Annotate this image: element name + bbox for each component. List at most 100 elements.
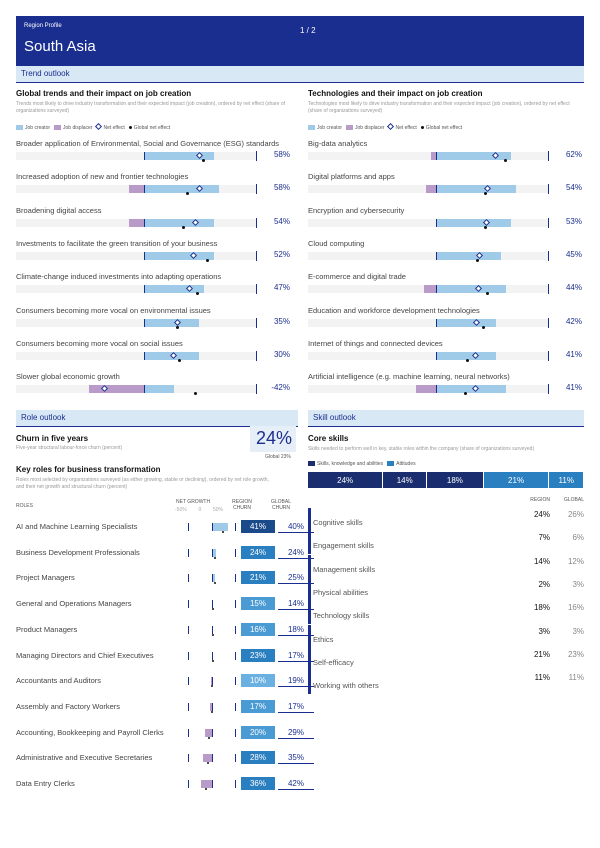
trend-row: Broadening digital access 54% xyxy=(16,206,290,236)
end-tick xyxy=(548,151,549,161)
trend-track xyxy=(16,385,256,396)
growth-mini-chart xyxy=(188,780,236,790)
zero-tick xyxy=(436,218,437,227)
growth-mini-chart xyxy=(188,728,236,739)
skill-global-value: 23% xyxy=(567,649,584,659)
legend-creator: Job creator xyxy=(317,124,343,131)
trend-track xyxy=(16,251,256,262)
trend-label: Climate-change induced investments into … xyxy=(16,272,222,282)
axis-tick xyxy=(188,780,189,788)
trends-description: Trends most likely to drive industry tra… xyxy=(16,101,286,114)
churn-box xyxy=(250,426,296,452)
global-net-marker xyxy=(176,325,179,329)
skill-region-value: 24% xyxy=(533,510,550,519)
axis-tick xyxy=(235,651,236,660)
legend-attitudes: Attitudes xyxy=(396,461,416,467)
trends-legend: Job creator Job displacer Net effect Glo… xyxy=(16,122,170,131)
zero-tick xyxy=(144,285,145,294)
trend-label: Encryption and cybersecurity xyxy=(308,205,405,215)
role-name: Assembly and Factory Workers xyxy=(16,701,121,711)
skill-edge xyxy=(308,647,311,671)
global-growth-marker xyxy=(214,556,217,559)
region-churn: 15% xyxy=(241,597,275,611)
axis-tick xyxy=(188,651,189,660)
trend-track xyxy=(16,285,256,296)
trend-label: Consumers becoming more vocal on social … xyxy=(16,338,183,348)
end-tick xyxy=(548,217,549,228)
creator-bar xyxy=(436,185,516,194)
skill-global-value: 16% xyxy=(567,603,584,613)
col-roles: ROLES xyxy=(16,503,33,509)
skill-edge xyxy=(308,508,311,531)
growth-bar xyxy=(200,780,212,788)
global-net-marker xyxy=(504,159,507,162)
core-skills-description: Skills needed to perform well in key, st… xyxy=(308,446,535,452)
zero-tick xyxy=(212,651,213,660)
technologies-legend: Job creator Job displacer Net effect Glo… xyxy=(308,122,462,131)
trend-value: 45% xyxy=(565,249,582,259)
legend-skills: Skills, knowledge and abilities xyxy=(317,461,384,467)
role-outlook-label: Role outlook xyxy=(21,413,66,422)
region-churn: 20% xyxy=(241,725,275,739)
global-growth-marker xyxy=(211,685,214,688)
churn-description: Five-year structural labour-force churn … xyxy=(16,445,123,451)
skill-name: Self-efficacy xyxy=(313,657,354,667)
trend-row: Consumers becoming more vocal on environ… xyxy=(16,306,290,336)
growth-mini-chart xyxy=(188,574,236,585)
role-row: Assembly and Factory Workers 17% 17% xyxy=(16,698,314,720)
axis-tick xyxy=(235,574,236,583)
growth-mini-chart xyxy=(188,625,236,636)
role-row: Administrative and Executive Secretaries… xyxy=(16,749,314,771)
trend-row: Slower global economic growth -42% xyxy=(16,372,290,402)
zero-tick xyxy=(144,318,145,327)
page-indicator[interactable]: 1 / 2 xyxy=(300,26,316,35)
region-churn: 23% xyxy=(241,648,275,662)
trend-track xyxy=(308,251,548,262)
axis-max: 50% xyxy=(212,507,223,513)
end-tick xyxy=(548,250,549,261)
role-row: Business Development Professionals 24% 24% xyxy=(16,544,314,566)
zero-tick xyxy=(436,385,437,394)
displacer-bar xyxy=(129,218,144,227)
skill-region-value: 11% xyxy=(534,673,550,683)
legend-creator: Job creator xyxy=(25,124,51,131)
global-net-marker xyxy=(196,292,199,296)
global-net-marker xyxy=(476,258,479,262)
trend-row: Increased adoption of new and frontier t… xyxy=(16,172,290,202)
legend-displacer: Job displacer xyxy=(355,124,385,131)
skill-edge xyxy=(308,577,311,601)
axis-tick xyxy=(188,625,189,634)
trend-track xyxy=(308,218,548,229)
creator-bar xyxy=(144,152,214,160)
global-churn: 35% xyxy=(278,751,314,765)
role-name: Administrative and Executive Secretaries xyxy=(16,753,153,763)
growth-mini-chart xyxy=(188,651,236,662)
trend-label: Digital platforms and apps xyxy=(308,172,395,182)
trend-track xyxy=(308,385,548,396)
end-tick xyxy=(256,350,257,361)
trend-value: 35% xyxy=(273,316,290,326)
end-tick xyxy=(256,384,257,395)
skill-region-value: 14% xyxy=(533,556,550,566)
skills-share-bar: 24% 14% 18% 21% 11% xyxy=(308,472,584,488)
zero-tick xyxy=(436,251,437,260)
technologies-title: Technologies and their impact on job cre… xyxy=(308,89,483,98)
trend-value: 62% xyxy=(565,150,582,159)
global-growth-marker xyxy=(212,633,215,636)
axis-tick xyxy=(235,548,236,557)
global-churn: 42% xyxy=(278,777,314,790)
global-growth-marker xyxy=(212,659,215,662)
zero-tick xyxy=(436,351,437,360)
trend-value: 58% xyxy=(273,150,290,159)
skill-global-value: 6% xyxy=(572,533,584,543)
growth-bar xyxy=(203,754,212,763)
trend-value: 53% xyxy=(565,216,582,226)
axis-tick xyxy=(235,702,236,711)
growth-bar xyxy=(212,574,216,583)
trend-value: 54% xyxy=(565,183,582,193)
growth-axis: -50% 0 50% xyxy=(175,507,223,513)
region-churn: 17% xyxy=(241,699,275,713)
creator-bar xyxy=(144,318,199,327)
trend-row: Cloud computing 45% xyxy=(308,239,582,269)
skills-legend: Skills, knowledge and abilities Attitude… xyxy=(308,461,416,467)
